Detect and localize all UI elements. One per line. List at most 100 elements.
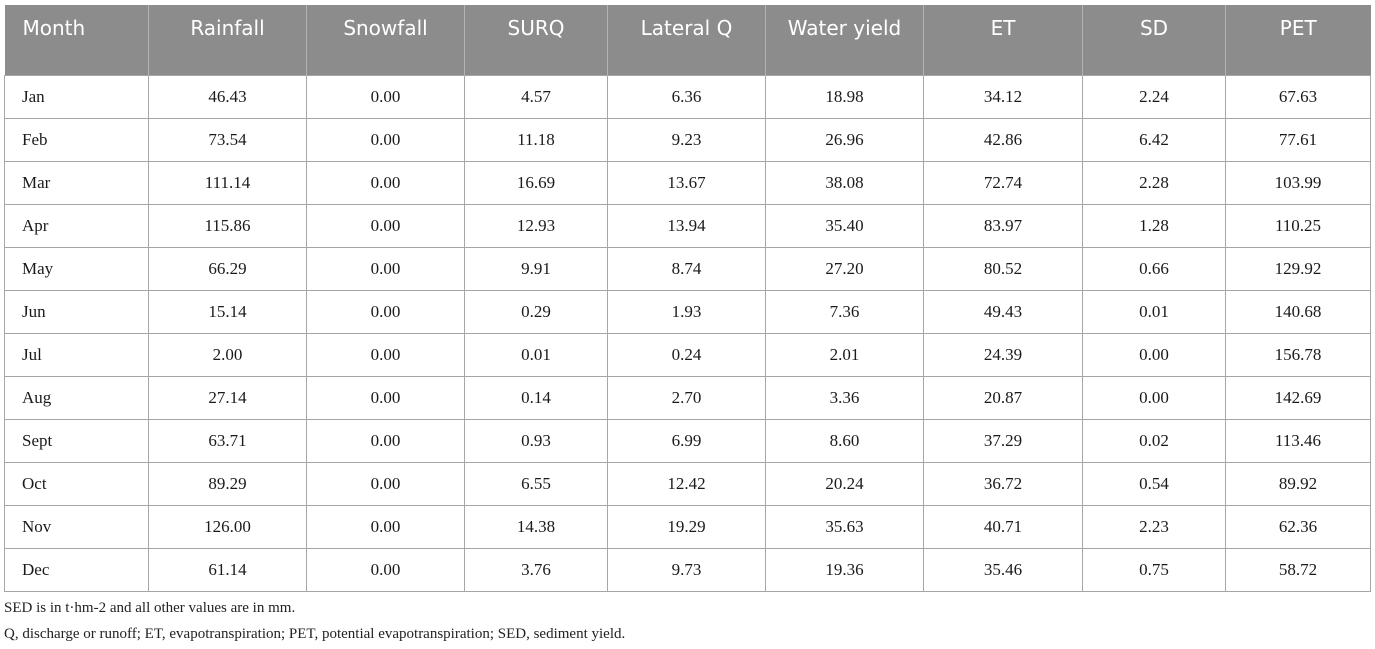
value-cell: 0.01 [1082, 290, 1226, 334]
value-cell: 19.29 [607, 505, 766, 549]
value-cell: 3.76 [464, 548, 608, 592]
value-cell: 20.87 [923, 376, 1083, 420]
value-cell: 0.02 [1082, 419, 1226, 463]
column-header: ET [923, 5, 1083, 76]
units-footnote: SED is in t·hm-2 and all other values ar… [4, 600, 296, 616]
value-cell: 67.63 [1225, 75, 1371, 119]
table-row: Jan 46.43 0.00 4.57 6.36 18.98 34.12 2.24 67.63 [4, 75, 1371, 119]
value-cell: 0.29 [464, 290, 608, 334]
value-cell: 1.93 [607, 290, 766, 334]
column-header-label: SD [1139, 16, 1169, 40]
value-cell: 110.25 [1225, 204, 1371, 248]
column-header-label: ET [990, 16, 1016, 40]
table-row: Mar 111.14 0.00 16.69 13.67 38.08 72.74 2.28 103… [4, 161, 1371, 205]
value-cell: 3.36 [765, 376, 924, 420]
value-cell: 77.61 [1225, 118, 1371, 162]
value-cell: 113.46 [1225, 419, 1371, 463]
table-row: Feb 73.54 0.00 11.18 9.23 26.96 42.86 6.42 77.61 [4, 118, 1371, 162]
column-header-label: Month [22, 16, 86, 40]
table-row: Nov 126.00 0.00 14.38 19.29 35.63 40.71 2.23 62.… [4, 505, 1371, 549]
month-cell: Apr [4, 204, 149, 248]
value-cell: 2.23 [1082, 505, 1226, 549]
value-cell: 7.36 [765, 290, 924, 334]
value-cell: 66.29 [148, 247, 307, 291]
value-cell: 2.28 [1082, 161, 1226, 205]
value-cell: 0.75 [1082, 548, 1226, 592]
value-cell: 0.00 [306, 462, 465, 506]
value-cell: 80.52 [923, 247, 1083, 291]
value-cell: 27.20 [765, 247, 924, 291]
column-header: SURQ [464, 5, 608, 76]
value-cell: 8.74 [607, 247, 766, 291]
value-cell: 2.01 [765, 333, 924, 377]
value-cell: 13.94 [607, 204, 766, 248]
value-cell: 35.46 [923, 548, 1083, 592]
value-cell: 20.24 [765, 462, 924, 506]
value-cell: 61.14 [148, 548, 307, 592]
value-cell: 26.96 [765, 118, 924, 162]
value-cell: 0.00 [306, 75, 465, 119]
value-cell: 73.54 [148, 118, 307, 162]
value-cell: 6.42 [1082, 118, 1226, 162]
value-cell: 15.14 [148, 290, 307, 334]
month-cell: Nov [4, 505, 149, 549]
value-cell: 0.00 [306, 204, 465, 248]
table-body: Jan 46.43 0.00 4.57 6.36 18.98 34.12 2.24 67.63 F… [4, 75, 1371, 592]
value-cell: 6.99 [607, 419, 766, 463]
value-cell: 0.00 [306, 333, 465, 377]
value-cell: 9.23 [607, 118, 766, 162]
value-cell: 0.01 [464, 333, 608, 377]
value-cell: 35.40 [765, 204, 924, 248]
table-row: Jul 2.00 0.00 0.01 0.24 2.01 24.39 0.00 156.78 [4, 333, 1371, 377]
value-cell: 8.60 [765, 419, 924, 463]
value-cell: 0.93 [464, 419, 608, 463]
month-cell: Oct [4, 462, 149, 506]
value-cell: 12.42 [607, 462, 766, 506]
value-cell: 0.66 [1082, 247, 1226, 291]
value-cell: 72.74 [923, 161, 1083, 205]
column-header: Rainfall [148, 5, 307, 76]
value-cell: 111.14 [148, 161, 307, 205]
value-cell: 0.00 [306, 376, 465, 420]
value-cell: 129.92 [1225, 247, 1371, 291]
value-cell: 1.28 [1082, 204, 1226, 248]
value-cell: 11.18 [464, 118, 608, 162]
column-header: PET [1225, 5, 1371, 76]
month-cell: Sept [4, 419, 149, 463]
value-cell: 126.00 [148, 505, 307, 549]
value-cell: 35.63 [765, 505, 924, 549]
column-header-label: PET [1279, 16, 1317, 40]
value-cell: 6.55 [464, 462, 608, 506]
value-cell: 34.12 [923, 75, 1083, 119]
value-cell: 58.72 [1225, 548, 1371, 592]
month-cell: Jun [4, 290, 149, 334]
value-cell: 62.36 [1225, 505, 1371, 549]
month-cell: Aug [4, 376, 149, 420]
month-cell: Mar [4, 161, 149, 205]
value-cell: 18.98 [765, 75, 924, 119]
table-row: Oct 89.29 0.00 6.55 12.42 20.24 36.72 0.54 89.92 [4, 462, 1371, 506]
table-row: Sept 63.71 0.00 0.93 6.99 8.60 37.29 0.02 113.46 [4, 419, 1371, 463]
value-cell: 2.70 [607, 376, 766, 420]
value-cell: 9.73 [607, 548, 766, 592]
value-cell: 0.24 [607, 333, 766, 377]
value-cell: 19.36 [765, 548, 924, 592]
month-cell: May [4, 247, 149, 291]
value-cell: 63.71 [148, 419, 307, 463]
value-cell: 83.97 [923, 204, 1083, 248]
column-header-label: Rainfall [190, 16, 265, 40]
value-cell: 38.08 [765, 161, 924, 205]
value-cell: 115.86 [148, 204, 307, 248]
value-cell: 142.69 [1225, 376, 1371, 420]
value-cell: 0.00 [306, 290, 465, 334]
table-row: Apr 115.86 0.00 12.93 13.94 35.40 83.97 1.28 110… [4, 204, 1371, 248]
month-cell: Feb [4, 118, 149, 162]
value-cell: 42.86 [923, 118, 1083, 162]
value-cell: 2.00 [148, 333, 307, 377]
value-cell: 0.00 [306, 247, 465, 291]
month-cell: Jan [4, 75, 149, 119]
value-cell: 2.24 [1082, 75, 1226, 119]
column-header: Water yield [765, 5, 924, 76]
value-cell: 14.38 [464, 505, 608, 549]
column-header-label: Water yield [787, 16, 902, 40]
